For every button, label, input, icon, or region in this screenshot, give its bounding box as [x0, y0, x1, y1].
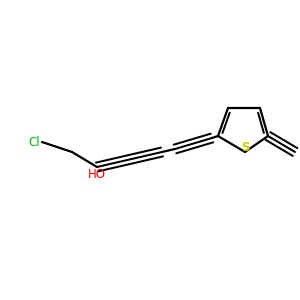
Text: Cl: Cl: [28, 136, 40, 148]
Text: HO: HO: [88, 168, 106, 181]
Text: S: S: [241, 141, 249, 154]
